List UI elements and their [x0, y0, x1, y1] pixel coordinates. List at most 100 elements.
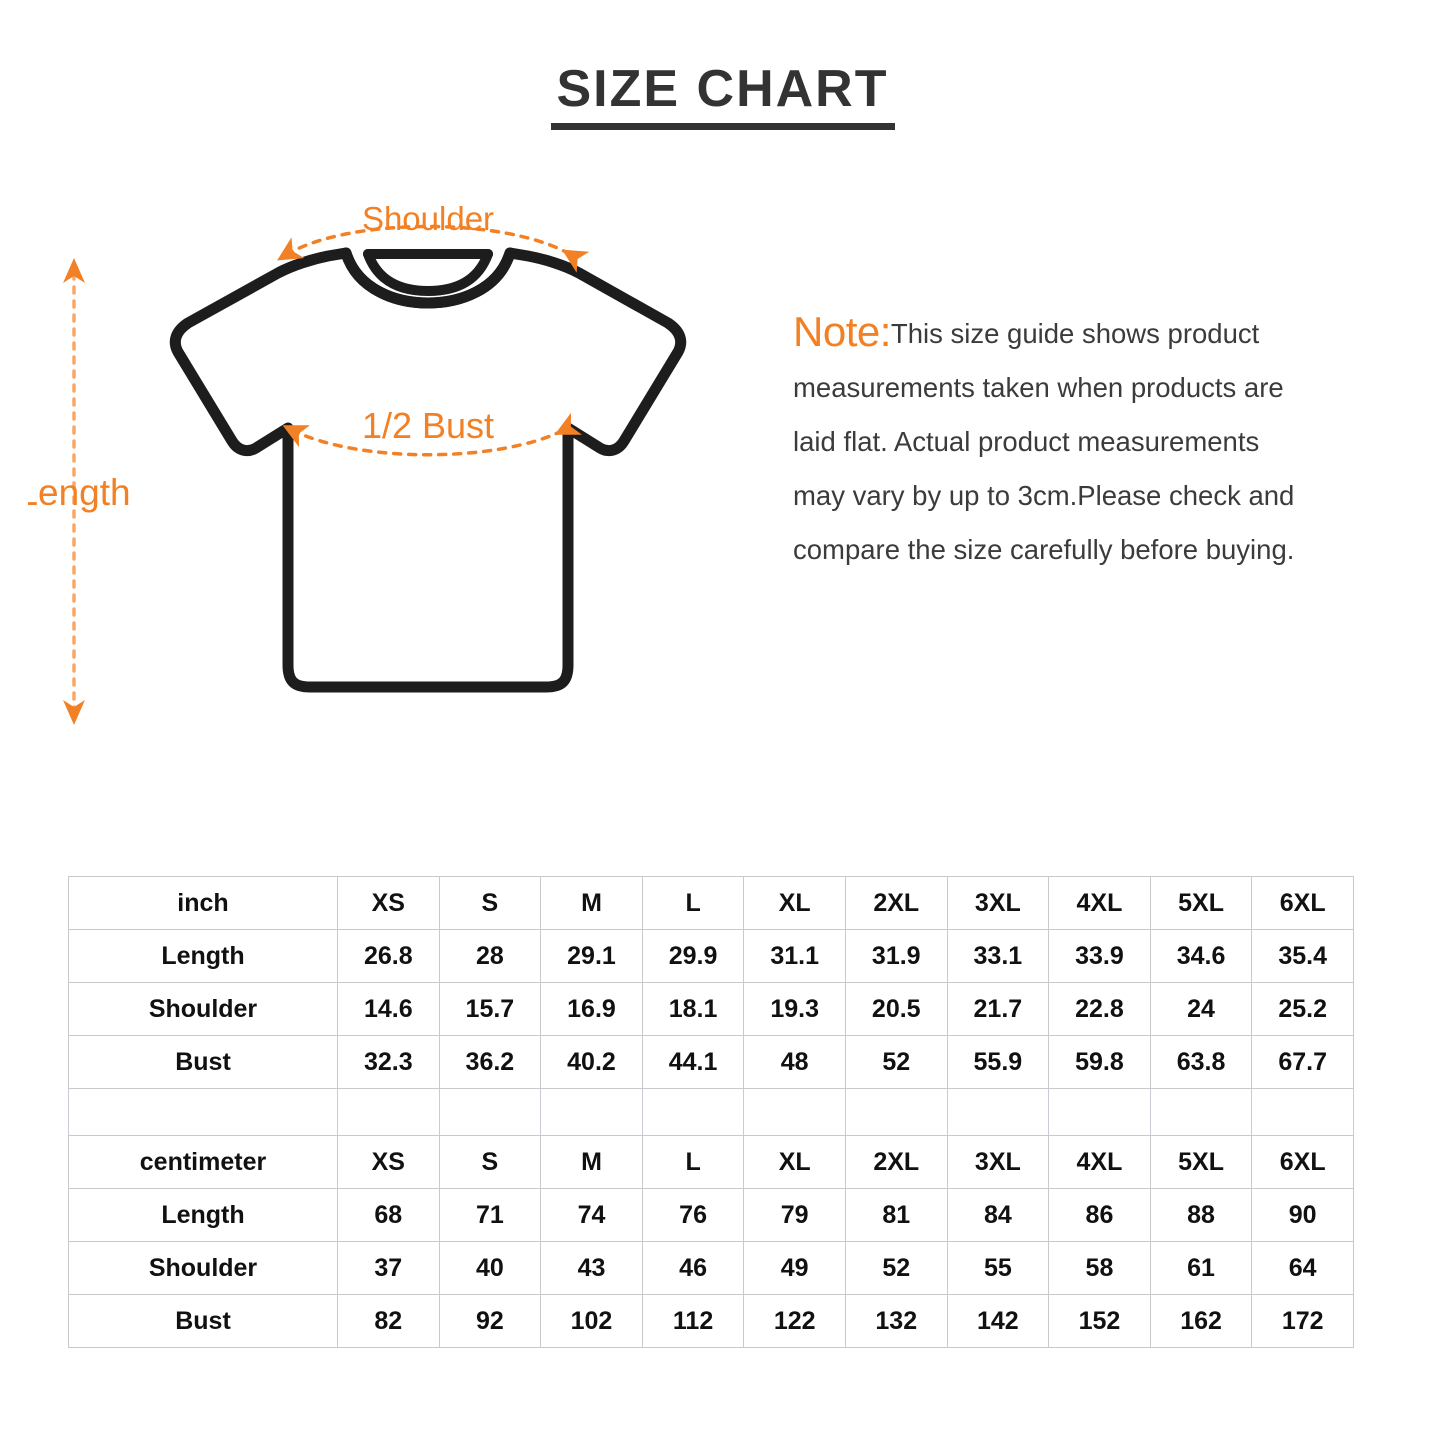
cell-inch-shoulder-2xl: 20.5 [844, 982, 948, 1036]
cell-cm-bust-2xl: 132 [844, 1294, 948, 1348]
collar-outer [340, 247, 516, 309]
table-row: Shoulder 14.6 15.7 16.9 18.1 19.3 20.5 2… [68, 982, 1354, 1036]
cell-cm-length-4xl: 86 [1048, 1188, 1151, 1242]
cm-col-xl: XL [743, 1135, 846, 1189]
shoulder-measure-line [277, 224, 590, 273]
spacer-cell [641, 1088, 745, 1136]
cm-col-m: M [540, 1135, 643, 1189]
cell-cm-bust-3xl: 142 [946, 1294, 1050, 1348]
cell-cm-bust-l: 112 [641, 1294, 745, 1348]
spacer-cell [438, 1088, 542, 1136]
cell-cm-length-xl: 79 [743, 1188, 846, 1242]
note-line-4: compare the size carefully before buying… [793, 534, 1295, 565]
inch-col-s: S [438, 876, 542, 930]
size-tables: inch XS S M L XL 2XL 3XL 4XL 5XL 6XL Len… [68, 876, 1354, 1348]
note-line-0: This size guide shows product [890, 318, 1260, 349]
cell-inch-bust-4xl: 59.8 [1048, 1035, 1151, 1089]
cell-inch-shoulder-4xl: 22.8 [1048, 982, 1151, 1036]
half-bust-label: 1/2 Bust [362, 405, 494, 446]
table-row: inch XS S M L XL 2XL 3XL 4XL 5XL 6XL [68, 876, 1354, 930]
table-row: Bust 82 92 102 112 122 132 142 152 162 1… [68, 1294, 1354, 1348]
cm-col-6xl: 6XL [1251, 1135, 1354, 1189]
cell-cm-shoulder-5xl: 61 [1149, 1241, 1253, 1295]
cell-inch-shoulder-xs: 14.6 [337, 982, 440, 1036]
cell-cm-bust-s: 92 [438, 1294, 542, 1348]
spacer-cell [68, 1088, 338, 1136]
cell-inch-shoulder-3xl: 21.7 [946, 982, 1050, 1036]
cell-inch-bust-2xl: 52 [844, 1035, 948, 1089]
t-shirt-measurement-diagram: Shoulder 1/2 Bust Length [28, 195, 768, 755]
row-label-cm-shoulder: Shoulder [68, 1241, 338, 1295]
cm-unit-header: centimeter [68, 1135, 338, 1189]
spacer-cell [1149, 1088, 1253, 1136]
shoulder-label: Shoulder [362, 200, 494, 237]
inch-col-2xl: 2XL [844, 876, 948, 930]
cell-cm-shoulder-m: 43 [540, 1241, 643, 1295]
cell-inch-shoulder-s: 15.7 [438, 982, 542, 1036]
cm-col-2xl: 2XL [844, 1135, 948, 1189]
cell-cm-shoulder-xl: 49 [743, 1241, 846, 1295]
row-label-inch-bust: Bust [68, 1035, 338, 1089]
cm-col-l: L [641, 1135, 745, 1189]
cell-cm-shoulder-s: 40 [438, 1241, 542, 1295]
size-chart-table-body: inch XS S M L XL 2XL 3XL 4XL 5XL 6XL Len… [68, 876, 1354, 1348]
cm-col-3xl: 3XL [946, 1135, 1050, 1189]
cell-cm-length-5xl: 88 [1149, 1188, 1253, 1242]
inch-col-l: L [641, 876, 745, 930]
cm-col-s: S [438, 1135, 542, 1189]
length-arrow-heads [63, 258, 85, 725]
cell-inch-length-xs: 26.8 [337, 929, 440, 983]
cell-inch-length-2xl: 31.9 [844, 929, 948, 983]
cell-inch-bust-m: 40.2 [540, 1035, 643, 1089]
size-chart-table: inch XS S M L XL 2XL 3XL 4XL 5XL 6XL Len… [68, 876, 1354, 1348]
table-row: centimeter XS S M L XL 2XL 3XL 4XL 5XL 6… [68, 1135, 1354, 1189]
table-row: Length 68 71 74 76 79 81 84 86 88 90 [68, 1188, 1354, 1242]
cell-cm-shoulder-3xl: 55 [946, 1241, 1050, 1295]
cell-cm-length-3xl: 84 [946, 1188, 1050, 1242]
inch-unit-header: inch [68, 876, 338, 930]
cell-inch-shoulder-m: 16.9 [540, 982, 643, 1036]
cell-cm-shoulder-2xl: 52 [844, 1241, 948, 1295]
spacer-cell [844, 1088, 948, 1136]
cell-cm-bust-m: 102 [540, 1294, 643, 1348]
cell-inch-bust-3xl: 55.9 [946, 1035, 1050, 1089]
note-line-2: laid flat. Actual product measurements [793, 426, 1260, 457]
cm-col-5xl: 5XL [1149, 1135, 1253, 1189]
inch-col-6xl: 6XL [1251, 876, 1354, 930]
table-row: Length 26.8 28 29.1 29.9 31.1 31.9 33.1 … [68, 929, 1354, 983]
cell-inch-shoulder-6xl: 25.2 [1251, 982, 1354, 1036]
cell-cm-bust-4xl: 152 [1048, 1294, 1151, 1348]
cell-inch-length-6xl: 35.4 [1251, 929, 1354, 983]
note-block: Note:This size guide shows product measu… [793, 305, 1393, 577]
cell-cm-shoulder-l: 46 [641, 1241, 745, 1295]
note-line-1: measurements taken when products are [793, 372, 1284, 403]
cm-col-4xl: 4XL [1048, 1135, 1151, 1189]
row-label-cm-length: Length [68, 1188, 338, 1242]
cell-inch-shoulder-l: 18.1 [641, 982, 745, 1036]
cell-cm-bust-6xl: 172 [1251, 1294, 1354, 1348]
note-line-3: may vary by up to 3cm.Please check and [793, 480, 1295, 511]
cell-cm-length-s: 71 [438, 1188, 542, 1242]
cell-cm-shoulder-xs: 37 [337, 1241, 440, 1295]
inch-col-5xl: 5XL [1149, 876, 1253, 930]
cell-inch-shoulder-xl: 19.3 [743, 982, 846, 1036]
cell-inch-bust-6xl: 67.7 [1251, 1035, 1354, 1089]
spacer-cell [1048, 1088, 1151, 1136]
table-row: Shoulder 37 40 43 46 49 52 55 58 61 64 [68, 1241, 1354, 1295]
cell-cm-length-m: 74 [540, 1188, 643, 1242]
cell-cm-length-l: 76 [641, 1188, 745, 1242]
cell-cm-length-2xl: 81 [844, 1188, 948, 1242]
note-first-line: Note:This size guide shows product [793, 305, 1393, 361]
cell-inch-length-4xl: 33.9 [1048, 929, 1151, 983]
page-title-wrapper: SIZE CHART [0, 62, 1445, 130]
note-label: Note: [793, 308, 891, 355]
inch-col-4xl: 4XL [1048, 876, 1151, 930]
cell-inch-length-5xl: 34.6 [1149, 929, 1253, 983]
cell-inch-bust-s: 36.2 [438, 1035, 542, 1089]
page-title: SIZE CHART [550, 62, 895, 130]
row-label-cm-bust: Bust [68, 1294, 338, 1348]
cell-inch-bust-xs: 32.3 [337, 1035, 440, 1089]
cell-inch-length-xl: 31.1 [743, 929, 846, 983]
row-label-inch-shoulder: Shoulder [68, 982, 338, 1036]
spacer-cell [743, 1088, 846, 1136]
